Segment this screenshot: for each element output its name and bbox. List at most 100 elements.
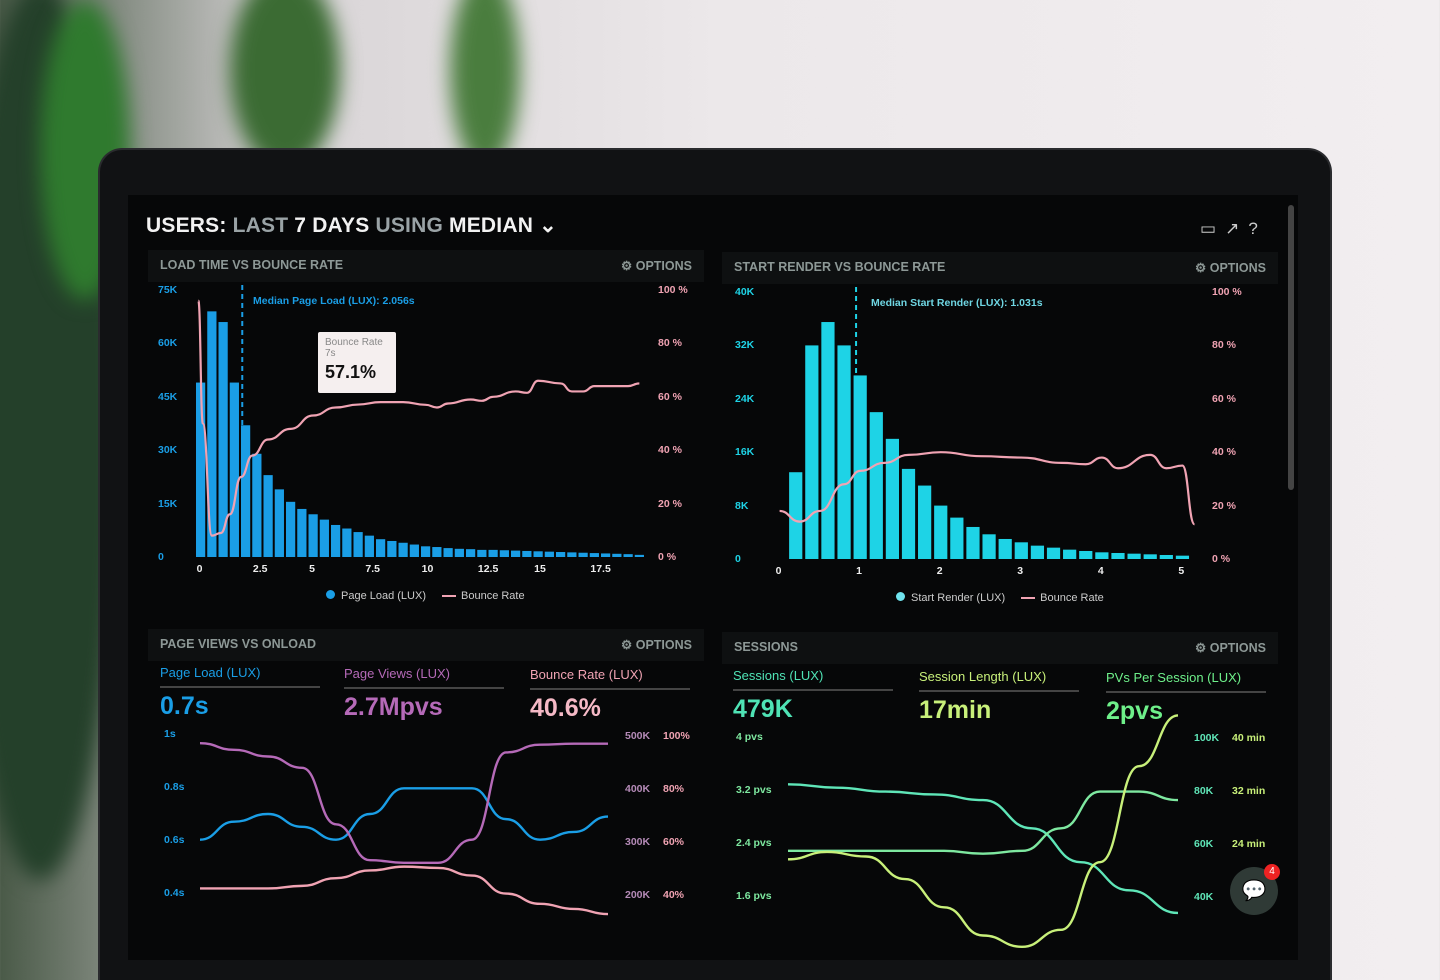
bar[interactable]: [578, 552, 588, 557]
bar[interactable]: [853, 375, 867, 559]
y-tick: 24K: [735, 392, 755, 405]
bar[interactable]: [869, 412, 883, 559]
bar[interactable]: [274, 489, 284, 557]
bar[interactable]: [998, 538, 1012, 559]
bar[interactable]: [1030, 545, 1045, 559]
bar[interactable]: [589, 553, 599, 557]
bar[interactable]: [837, 345, 851, 559]
bar[interactable]: [364, 535, 374, 557]
bar[interactable]: [443, 548, 453, 557]
legend-item[interactable]: Page Load (LUX): [326, 590, 426, 602]
y2-tick: 60 %: [1212, 392, 1236, 405]
bar[interactable]: [1143, 554, 1157, 559]
bar[interactable]: [342, 528, 352, 557]
bar[interactable]: [805, 345, 819, 559]
median-label: Median Start Render (LUX): 1.031s: [871, 297, 1043, 309]
notification-badge: 4: [1264, 864, 1280, 880]
bar[interactable]: [477, 549, 487, 557]
share-icon[interactable]: ↗: [1225, 219, 1240, 238]
y2-tick: 40 %: [658, 444, 682, 457]
bar[interactable]: [218, 322, 228, 557]
bar[interactable]: [567, 552, 577, 557]
bar[interactable]: [1111, 552, 1125, 559]
bar[interactable]: [612, 553, 622, 557]
bar[interactable]: [466, 549, 476, 557]
kpi-label: Page Load (LUX): [160, 665, 320, 688]
bar[interactable]: [297, 508, 307, 557]
bar[interactable]: [533, 551, 543, 557]
bar[interactable]: [421, 546, 431, 557]
options-button[interactable]: ⚙ OPTIONS: [1195, 261, 1266, 275]
help-icon[interactable]: ?: [1248, 219, 1258, 238]
bar[interactable]: [1159, 554, 1173, 559]
y2-tick: 100 %: [658, 284, 688, 296]
bar[interactable]: [982, 534, 996, 559]
y3-tick: 100%: [663, 730, 690, 742]
bar[interactable]: [454, 548, 464, 557]
monitor-icon[interactable]: ▭: [1200, 219, 1217, 238]
bar[interactable]: [488, 549, 498, 557]
series-line: [200, 865, 609, 916]
bar[interactable]: [286, 501, 296, 557]
series-line: [199, 787, 609, 841]
bar[interactable]: [1079, 550, 1093, 559]
chevron-down-icon[interactable]: ⌄: [539, 214, 557, 237]
bar[interactable]: [319, 519, 329, 557]
bar[interactable]: [387, 540, 397, 557]
bar[interactable]: [229, 382, 239, 557]
x-tick: 1: [856, 565, 863, 577]
options-label: OPTIONS: [1209, 261, 1266, 275]
bar[interactable]: [601, 553, 611, 557]
series-line: [787, 714, 1179, 948]
bar[interactable]: [376, 539, 386, 557]
bar[interactable]: [885, 438, 900, 559]
bar[interactable]: [1063, 549, 1077, 559]
bar[interactable]: [1046, 547, 1061, 559]
options-button[interactable]: ⚙ OPTIONS: [621, 259, 692, 273]
scrollbar[interactable]: [1288, 205, 1294, 490]
page-title[interactable]: USERS: LAST 7 DAYS USING MEDIAN ⌄: [146, 213, 557, 238]
bar[interactable]: [353, 532, 363, 557]
bar[interactable]: [308, 514, 318, 557]
bar[interactable]: [207, 311, 217, 557]
x-tick: 5: [309, 563, 315, 575]
y-tick: 0.4s: [164, 887, 185, 899]
bar[interactable]: [252, 453, 262, 557]
bar[interactable]: [934, 505, 948, 559]
bar[interactable]: [1095, 552, 1109, 559]
bar[interactable]: [499, 550, 509, 557]
panel-title: SESSIONS: [734, 640, 798, 654]
bar[interactable]: [901, 468, 916, 559]
options-button[interactable]: ⚙ OPTIONS: [621, 638, 692, 652]
bar[interactable]: [950, 517, 964, 559]
bar[interactable]: [623, 554, 633, 557]
median-label: Median Page Load (LUX): 2.056s: [253, 295, 415, 307]
y-tick: 32K: [735, 339, 755, 352]
bar[interactable]: [1014, 542, 1028, 559]
bar[interactable]: [821, 322, 835, 559]
bar[interactable]: [409, 544, 419, 557]
y2-tick: 500K: [625, 730, 651, 742]
bar[interactable]: [522, 550, 532, 557]
bar[interactable]: [1175, 555, 1190, 559]
legend-item[interactable]: Bounce Rate: [1021, 592, 1104, 604]
bar[interactable]: [918, 485, 932, 559]
title-users: USERS:: [146, 214, 227, 237]
bar[interactable]: [556, 552, 566, 557]
bar[interactable]: [331, 524, 341, 557]
bar[interactable]: [241, 425, 251, 557]
bar[interactable]: [511, 550, 521, 557]
bar[interactable]: [634, 554, 644, 557]
y2-tick: 80K: [1194, 785, 1214, 797]
legend-item[interactable]: Bounce Rate: [442, 590, 525, 602]
bar[interactable]: [966, 526, 980, 559]
bar[interactable]: [789, 472, 803, 559]
bar[interactable]: [263, 475, 273, 557]
bar[interactable]: [398, 542, 408, 557]
legend-item[interactable]: Start Render (LUX): [896, 592, 1005, 604]
bar[interactable]: [432, 547, 442, 557]
options-button[interactable]: ⚙ OPTIONS: [1195, 641, 1266, 655]
bar[interactable]: [196, 382, 206, 557]
bar[interactable]: [1127, 553, 1141, 559]
bar[interactable]: [544, 551, 554, 557]
